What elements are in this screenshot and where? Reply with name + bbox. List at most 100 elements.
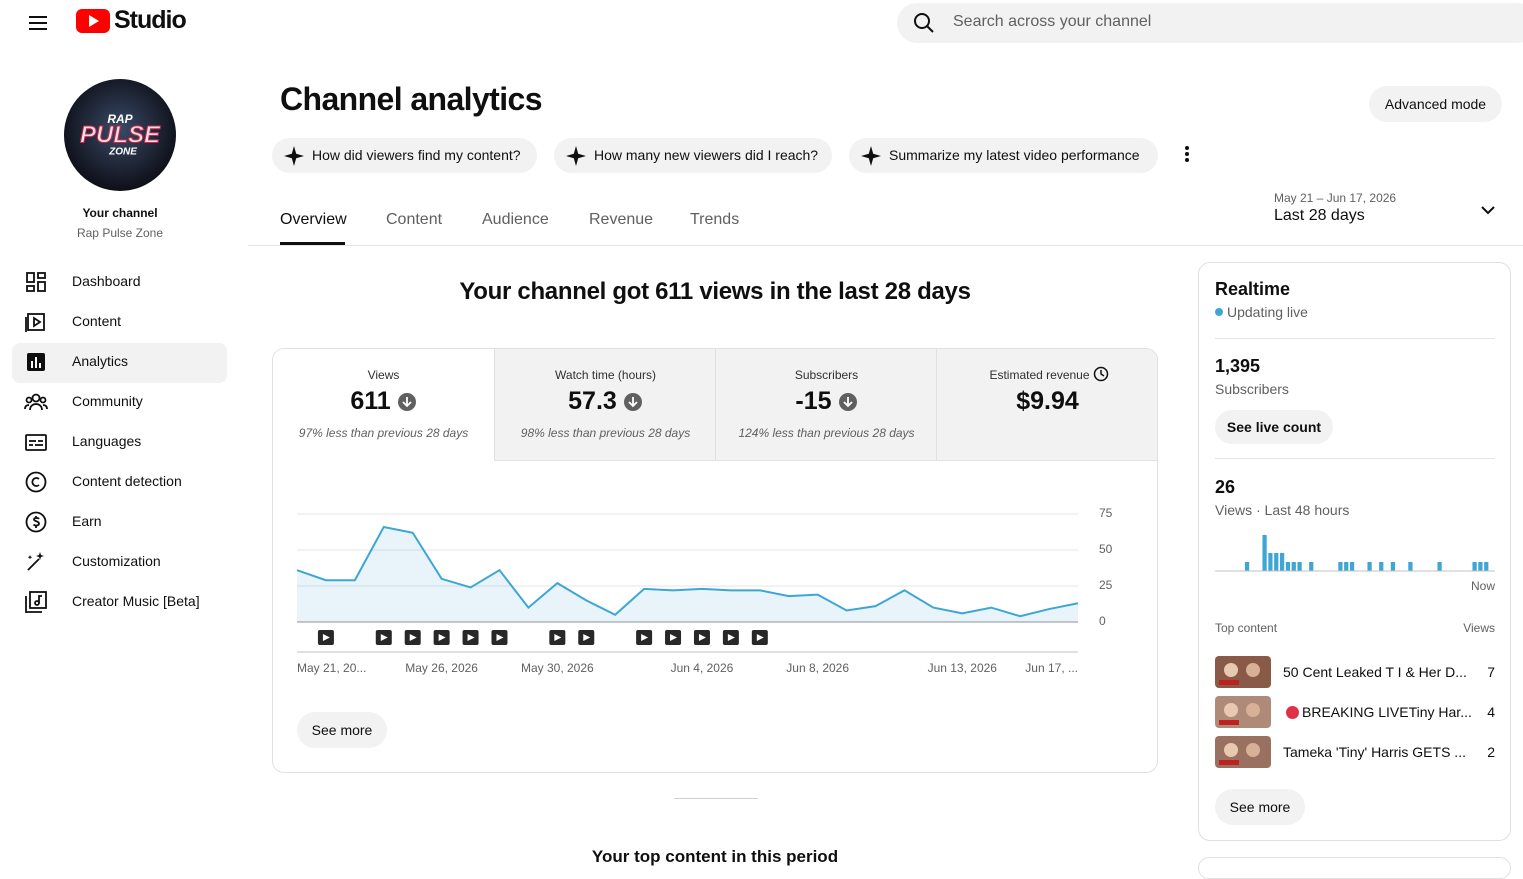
tab[interactable]: Overview [280, 211, 347, 228]
realtime-see-more[interactable]: See more [1215, 789, 1305, 825]
nav-icon [27, 353, 45, 371]
suggestion-chip[interactable]: How many new viewers did I reach? [554, 138, 832, 173]
top-content-title[interactable]: Tameka 'Tiny' Harris GETS ... [1283, 744, 1466, 760]
nav-item[interactable]: Content detection [72, 473, 182, 489]
upload-marker[interactable] [549, 630, 566, 645]
thumbnail[interactable] [1215, 736, 1271, 768]
logo-icon[interactable] [76, 9, 112, 34]
live-count-button[interactable]: See live count [1215, 410, 1333, 444]
tab[interactable]: Audience [482, 211, 549, 228]
menu-icon[interactable] [26, 12, 50, 34]
x-tick-label: Jun 8, 2026 [786, 661, 849, 675]
metric-card[interactable]: Watch time (hours) 57.3 98% less than prev… [494, 349, 716, 461]
bar [1379, 562, 1384, 571]
tab[interactable]: Content [386, 211, 443, 228]
upload-marker[interactable] [751, 630, 768, 645]
metric-card[interactable]: Subscribers -15 124% less than previous 28… [715, 349, 937, 461]
tab[interactable]: Trends [690, 211, 740, 228]
x-tick-label: Jun 4, 2026 [671, 661, 734, 675]
x-tick-label: Jun 17, ... [1025, 661, 1078, 675]
upload-marker[interactable] [578, 630, 595, 645]
metric-card[interactable]: Estimated revenue $9.94 [936, 349, 1157, 461]
bar [1309, 562, 1314, 571]
subscriber-count: 1,395 [1215, 356, 1261, 376]
avatar-text: RAP [107, 112, 133, 126]
metric-value: $9.94 [1016, 387, 1079, 415]
channel-label: Your channel [82, 206, 158, 220]
nav-item[interactable]: Customization [72, 553, 161, 569]
nav-icon [25, 313, 45, 332]
nav-item[interactable]: Community [72, 393, 143, 409]
x-tick-label: May 26, 2026 [405, 661, 478, 675]
subscribers-label: Subscribers [1215, 381, 1289, 397]
upload-marker[interactable] [404, 630, 421, 645]
metric-card[interactable]: Views 611 97% less than previous 28 days [273, 349, 494, 460]
headline: Your channel got 611 views in the last 2… [459, 278, 971, 305]
upload-marker[interactable] [317, 630, 334, 645]
nav-item[interactable]: Content [72, 313, 122, 329]
realtime-views: 26 [1215, 477, 1236, 497]
x-tick-label: Jun 13, 2026 [928, 661, 998, 675]
upload-marker[interactable] [375, 630, 392, 645]
sparkle-icon [861, 146, 881, 166]
period-dropdown[interactable] [1478, 200, 1498, 220]
bar [1279, 553, 1285, 571]
search-box[interactable] [897, 3, 1523, 43]
divider [1215, 338, 1495, 339]
separator [674, 798, 758, 799]
nav-icon [25, 591, 47, 613]
bar [1478, 562, 1483, 571]
upload-marker[interactable] [462, 630, 479, 645]
metric-label: Views [367, 368, 400, 382]
bar [1344, 562, 1349, 571]
views-chart: 0 25 50 75 May 21, 20... May 26, 2026 May 30, … [296, 506, 1113, 675]
top-content-views: 7 [1487, 664, 1495, 680]
trend-down-icon [838, 392, 857, 411]
top-content-title[interactable]: 50 Cent Leaked T I & Her D... [1283, 664, 1467, 680]
realtime-title: Realtime [1215, 279, 1291, 299]
overview-card: Views 611 97% less than previous 28 days Wa… [272, 348, 1158, 773]
nav-item[interactable]: Creator Music [Beta] [72, 593, 200, 609]
metric-value: 611 [350, 387, 391, 415]
top-content-heading: Your top content in this period [591, 847, 839, 866]
bar [1472, 562, 1477, 571]
nav-item[interactable]: Earn [72, 513, 102, 529]
x-tick-label: May 30, 2026 [521, 661, 594, 675]
upload-marker[interactable] [693, 630, 710, 645]
see-more-button[interactable]: See more [297, 712, 387, 748]
bar [1408, 562, 1413, 571]
suggestion-chip[interactable]: How did viewers find my content? [272, 138, 537, 173]
nav-item[interactable]: Dashboard [72, 273, 141, 289]
thumbnail[interactable] [1215, 656, 1271, 688]
bar [1338, 562, 1343, 571]
views-label: Views · Last 48 hours [1215, 502, 1350, 518]
live-icon [1286, 706, 1299, 719]
suggestion-chip[interactable]: Summarize my latest video performance [849, 138, 1158, 173]
metric-value: 57.3 [568, 387, 617, 415]
upload-marker[interactable] [665, 630, 682, 645]
search-icon[interactable] [912, 11, 936, 35]
upload-marker[interactable] [636, 630, 653, 645]
end-label: Now [1471, 579, 1495, 593]
top-content-title[interactable]: BREAKING LIVETiny Har... [1302, 704, 1472, 720]
info-clock-icon [1093, 366, 1109, 382]
more-menu[interactable] [1177, 143, 1197, 167]
x-tick-label: May 21, 20... [297, 661, 366, 675]
advanced-mode-button[interactable]: Advanced mode [1369, 86, 1502, 122]
divider [1215, 458, 1495, 459]
upload-marker[interactable] [433, 630, 450, 645]
bar [1244, 562, 1250, 571]
line [296, 525, 1079, 618]
upload-marker[interactable] [722, 630, 739, 645]
nav-item[interactable]: Analytics [72, 353, 129, 369]
channel-avatar[interactable]: RAP PULSE ZONE [63, 78, 177, 192]
thumbnail[interactable] [1215, 696, 1271, 728]
tab[interactable]: Revenue [589, 211, 654, 228]
suggestion-text: How many new viewers did I reach? [594, 147, 819, 163]
metric-label: Estimated revenue [989, 368, 1090, 382]
upload-marker[interactable] [491, 630, 508, 645]
nav-item[interactable]: Languages [72, 433, 142, 449]
avatar-text: ZONE [108, 147, 137, 158]
page-title: Channel analytics [280, 81, 543, 117]
